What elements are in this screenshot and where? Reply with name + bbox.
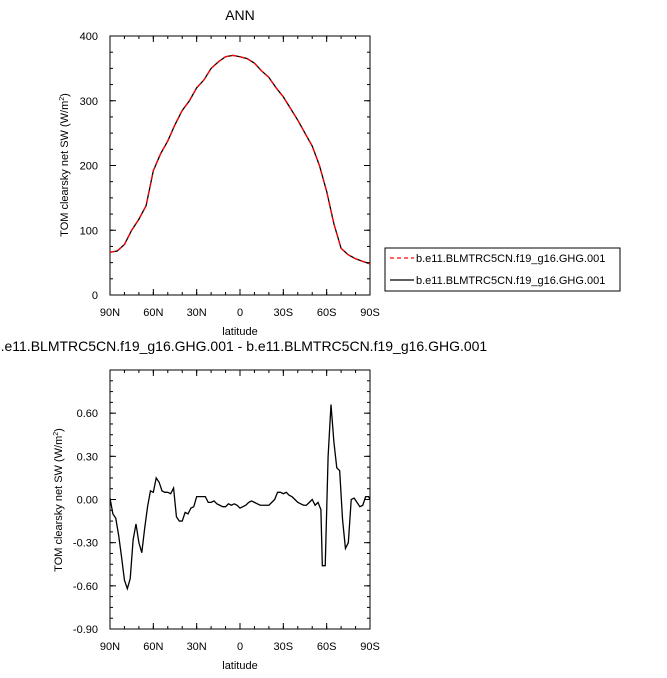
top-chart-x-tick-label: 90S [360, 307, 380, 319]
bottom-chart-x-tick-label: 0 [237, 641, 243, 653]
bottom-chart-y-ticks: -0.90 -0.60 -0.30 0.00 0.30 0.60 [73, 369, 370, 636]
bottom-chart-y-tick-label: 0.60 [77, 408, 98, 420]
top-chart-y-tick-label: 400 [80, 31, 98, 43]
bottom-chart-x-tick-label: 30S [274, 641, 294, 653]
top-chart-x-tick-label: 30S [274, 307, 294, 319]
top-chart-x-tick-label: 90N [100, 307, 120, 319]
top-chart-x-axis-label: latitude [222, 326, 257, 338]
top-chart-y-tick-label: 300 [80, 96, 98, 108]
top-chart-y-tick-label: 200 [80, 161, 98, 173]
bottom-chart-x-tick-label: 90N [100, 641, 120, 653]
bottom-chart-x-tick-label: 30N [187, 641, 207, 653]
top-chart-title: ANN [225, 7, 255, 23]
top-chart-series-line-1 [109, 54, 371, 265]
top-chart-y-ticks: 0 100 200 300 400 [80, 31, 370, 302]
bottom-chart-y-tick-label: 0.30 [77, 451, 98, 463]
top-chart-x-tick-label: 60N [143, 307, 163, 319]
bottom-chart-y-tick-label: -0.90 [73, 624, 98, 636]
top-chart-y-tick-label: 100 [80, 225, 98, 237]
bottom-chart-title: b.e11.BLMTRC5CN.f19_g16.GHG.001 - b.e11.… [0, 338, 487, 354]
bottom-chart-x-axis-label: latitude [222, 660, 257, 672]
bottom-chart-x-tick-label: 60S [317, 641, 337, 653]
bottom-chart-y-tick-label: -0.30 [73, 538, 98, 550]
bottom-chart-y-tick-label: 0.00 [77, 495, 98, 507]
top-chart-x-ticks: 90N 60N 30N 0 30S 60S 90S [100, 36, 380, 319]
top-chart-y-axis-label: TOM clearsky net SW (W/m2) [59, 93, 71, 237]
bottom-chart-series-line-1 [109, 404, 371, 591]
top-chart: ANN 0 100 200 300 400 90N 60N 30N 0 30S 60S 90S la… [59, 7, 621, 338]
top-chart-series-line-2 [109, 54, 371, 265]
legend-entry-1: b.e11.BLMTRC5CN.f19_g16.GHG.001 [416, 253, 605, 265]
top-chart-plot-frame [109, 35, 371, 296]
top-chart-x-tick-label: 0 [237, 307, 243, 319]
legend-box [384, 247, 621, 292]
bottom-chart: b.e11.BLMTRC5CN.f19_g16.GHG.001 - b.e11.… [0, 338, 487, 672]
bottom-chart-x-tick-label: 60N [143, 641, 163, 653]
legend: b.e11.BLMTRC5CN.f19_g16.GHG.001 b.e11.BL… [384, 247, 621, 292]
top-chart-y-tick-label: 0 [92, 290, 98, 302]
bottom-chart-series-lines [109, 404, 371, 591]
bottom-chart-x-ticks: 90N 60N 30N 0 30S 60S 90S [100, 370, 380, 653]
bottom-chart-x-tick-label: 90S [360, 641, 380, 653]
bottom-chart-y-tick-label: -0.60 [73, 581, 98, 593]
legend-entry-2: b.e11.BLMTRC5CN.f19_g16.GHG.001 [416, 275, 605, 287]
bottom-chart-y-axis-label: TOM clearsky net SW (W/m2) [53, 428, 65, 572]
top-chart-x-tick-label: 60S [317, 307, 337, 319]
top-chart-series-lines [109, 54, 371, 265]
top-chart-x-tick-label: 30N [187, 307, 207, 319]
